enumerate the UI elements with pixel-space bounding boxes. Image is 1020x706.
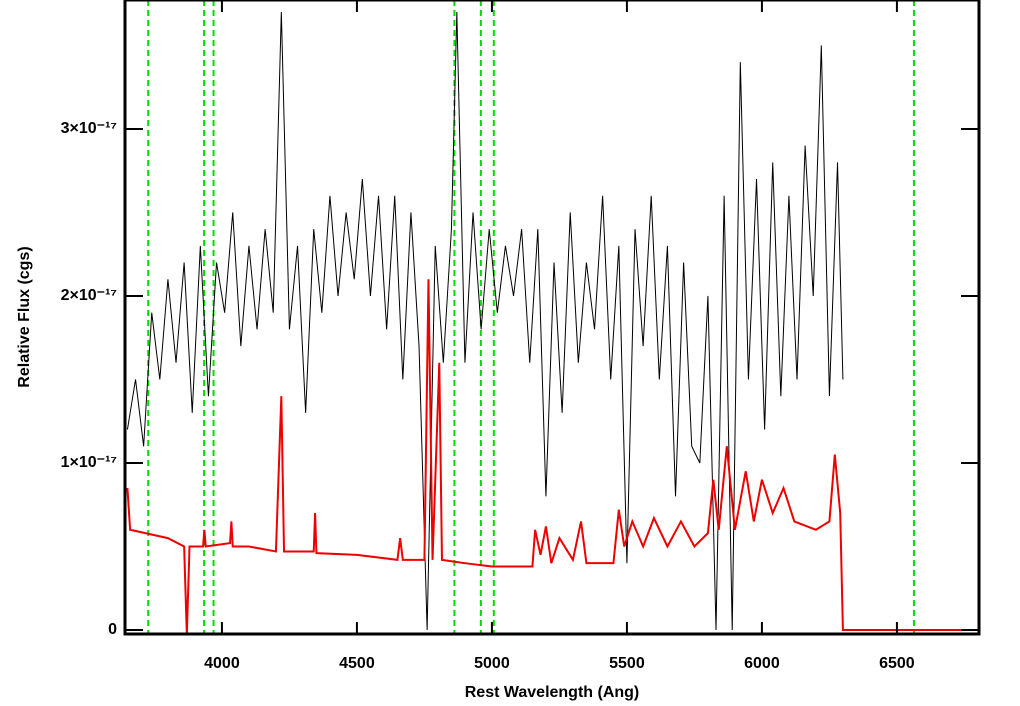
y-tick-label: 3×10⁻¹⁷ bbox=[61, 120, 117, 137]
x-tick-label: 6500 bbox=[879, 655, 915, 672]
plot-area bbox=[126, 0, 979, 634]
y-axis-label: Relative Flux (cgs) bbox=[16, 246, 33, 387]
spectrum-line bbox=[126, 12, 844, 631]
plot-frame bbox=[123, 0, 981, 636]
x-tick-label: 5500 bbox=[609, 655, 645, 672]
x-tick-label: 4500 bbox=[339, 655, 375, 672]
y-tick-label: 0 bbox=[108, 621, 117, 638]
x-tick-label: 5000 bbox=[474, 655, 510, 672]
spectrum-line bbox=[126, 279, 979, 634]
x-tick-label: 6000 bbox=[744, 655, 780, 672]
y-tick-label: 1×10⁻¹⁷ bbox=[61, 454, 117, 471]
x-axis-label: Rest Wavelength (Ang) bbox=[465, 684, 640, 701]
x-tick-label: 4000 bbox=[204, 655, 240, 672]
y-tick-label: 2×10⁻¹⁷ bbox=[61, 287, 117, 304]
